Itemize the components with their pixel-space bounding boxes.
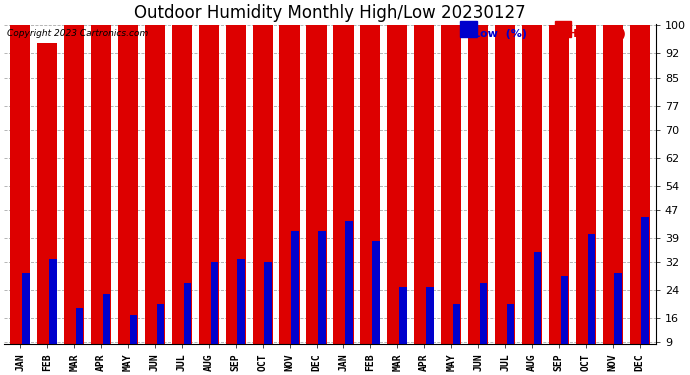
Bar [199,26,219,374]
Bar [387,26,407,374]
Bar [615,273,622,374]
Bar [560,276,568,374]
Bar [264,262,272,374]
Bar [642,217,649,374]
Bar [306,26,326,374]
Bar [506,304,514,374]
Bar [629,26,650,374]
Bar [360,26,380,374]
Bar [414,26,434,374]
Bar [237,259,245,374]
Bar [399,287,406,374]
Bar [76,308,83,374]
Bar [279,26,299,374]
Bar [480,283,487,374]
Bar [64,26,84,374]
Title: Outdoor Humidity Monthly High/Low 20230127: Outdoor Humidity Monthly High/Low 202301… [134,4,526,22]
Bar [318,231,326,374]
Bar [37,43,57,374]
Bar [291,231,299,374]
Text: Low  (%): Low (%) [473,28,527,39]
Bar [172,26,192,374]
Bar [460,21,477,36]
Bar [22,273,30,374]
Bar [549,26,569,374]
Bar [555,21,571,36]
Bar [602,26,623,374]
Text: High  (%): High (%) [568,28,626,39]
Bar [10,26,30,374]
Bar [345,220,353,374]
Bar [372,242,380,374]
Bar [130,315,137,374]
Bar [103,294,110,374]
Bar [91,26,111,374]
Bar [522,26,542,374]
Bar [333,26,353,374]
Bar [426,287,433,374]
Bar [453,304,460,374]
Bar [441,26,461,374]
Bar [468,26,489,374]
Bar [253,26,273,374]
Bar [588,234,595,374]
Bar [145,26,165,374]
Text: Copyright 2023 Cartronics.com: Copyright 2023 Cartronics.com [8,28,148,38]
Bar [49,259,57,374]
Bar [495,26,515,374]
Bar [533,252,541,374]
Bar [226,26,246,374]
Bar [575,26,596,374]
Bar [118,26,138,374]
Bar [184,283,191,374]
Bar [210,262,218,374]
Bar [157,304,164,374]
